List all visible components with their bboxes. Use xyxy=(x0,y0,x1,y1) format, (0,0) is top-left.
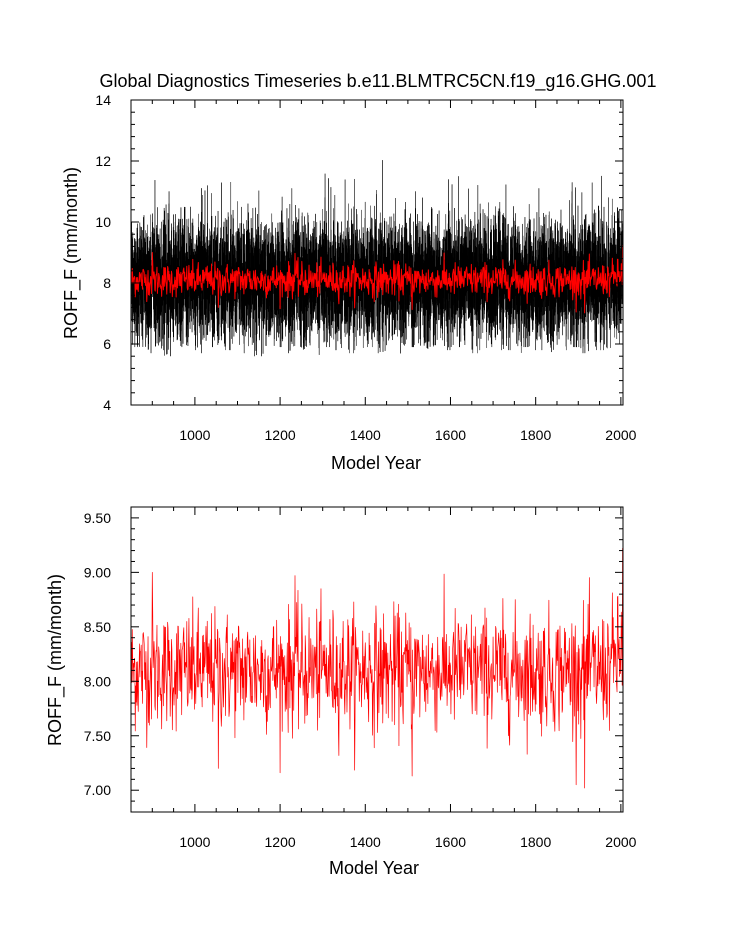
bottom-x-tick-label: 1200 xyxy=(265,834,296,850)
bottom-panel-series xyxy=(130,548,624,789)
bottom-y-tick-label: 9.50 xyxy=(84,510,111,526)
top-panel-ticks: 1000 1200 1400 1600 1800 2000 4 6 8 10 12 14 xyxy=(95,92,636,443)
top-plot-frame xyxy=(130,99,624,406)
bottom-x-axis-label: Model Year xyxy=(329,858,419,878)
bottom-panel: 1000 1200 1400 1600 1800 2000 7.00 7.50 8.00 8.50… xyxy=(45,506,637,878)
top-monthly-series-line xyxy=(130,159,624,357)
top-panel-series xyxy=(130,159,624,357)
top-y-tick-label: 12 xyxy=(95,153,111,169)
bottom-y-tick-label: 8.50 xyxy=(84,619,111,635)
top-x-tick-label: 1200 xyxy=(265,427,296,443)
bottom-x-tick-label: 1400 xyxy=(350,834,381,850)
bottom-panel-ticks: 1000 1200 1400 1600 1800 2000 7.00 7.50 8.00 8.50… xyxy=(84,506,637,850)
top-panel: 1000 1200 1400 1600 1800 2000 4 6 8 10 12 14 Model … xyxy=(61,92,637,473)
top-y-axis-label: ROFF_F (mm/month) xyxy=(61,167,82,339)
top-y-tick-label: 8 xyxy=(103,275,111,291)
top-annual-series-line xyxy=(130,245,624,314)
bottom-annual-series-line xyxy=(130,548,624,789)
top-x-axis-label: Model Year xyxy=(331,453,421,473)
top-x-tick-label: 2000 xyxy=(605,427,636,443)
bottom-x-tick-label: 2000 xyxy=(605,834,636,850)
top-y-tick-label: 4 xyxy=(103,397,111,413)
bottom-y-tick-label: 7.50 xyxy=(84,728,111,744)
bottom-x-tick-label: 1000 xyxy=(179,834,210,850)
top-x-tick-label: 1400 xyxy=(350,427,381,443)
bottom-x-tick-label: 1800 xyxy=(520,834,551,850)
top-y-tick-label: 10 xyxy=(95,214,111,230)
top-y-tick-label: 6 xyxy=(103,336,111,352)
chart-title: Global Diagnostics Timeseries b.e11.BLMT… xyxy=(100,71,657,92)
top-x-tick-label: 1600 xyxy=(435,427,466,443)
top-x-tick-label: 1800 xyxy=(520,427,551,443)
bottom-y-tick-label: 7.00 xyxy=(84,782,111,798)
top-y-tick-label: 14 xyxy=(95,92,111,108)
bottom-y-axis-label: ROFF_F (mm/month) xyxy=(45,574,66,746)
top-x-tick-label: 1000 xyxy=(179,427,210,443)
bottom-y-tick-label: 8.00 xyxy=(84,673,111,689)
bottom-y-tick-label: 9.00 xyxy=(84,564,111,580)
bottom-x-tick-label: 1600 xyxy=(435,834,466,850)
